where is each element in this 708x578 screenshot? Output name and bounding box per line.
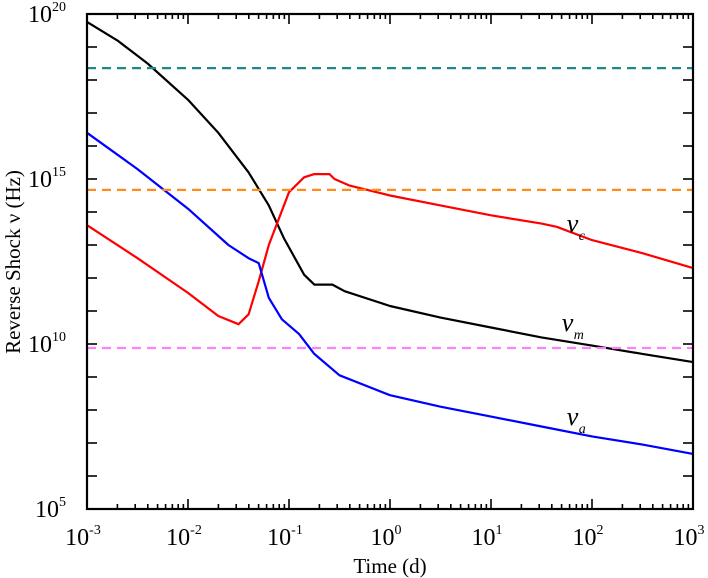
curve-label-sub-a: a xyxy=(579,422,586,437)
series-layer xyxy=(86,20,694,455)
curve-label-nu-a: ν xyxy=(567,402,579,431)
y-tick-label: 1010 xyxy=(28,330,66,358)
plot-frame xyxy=(85,12,695,511)
curve-labels: ν cν mν a xyxy=(562,209,586,437)
x-tick-label: 101 xyxy=(472,523,503,551)
x-tick-label: 102 xyxy=(573,523,604,551)
x-tick-label: 10-1 xyxy=(267,523,303,551)
y-axis-title: Reverse Shock ν (Hz) xyxy=(1,170,25,354)
curve-label-sub-c: c xyxy=(579,229,586,244)
x-axis-title: Time (d) xyxy=(353,554,426,578)
axis-ticks xyxy=(87,14,693,509)
series-line-0 xyxy=(86,20,694,364)
x-tick-label: 100 xyxy=(371,523,402,551)
plot-border xyxy=(85,12,695,511)
series-line-2 xyxy=(86,131,694,455)
y-tick-labels: 105 1010 1015 1020 xyxy=(28,0,66,523)
x-tick-label: 103 xyxy=(674,523,705,551)
x-tick-labels: 10-3 10-2 10-1 100 101 102 103 xyxy=(65,523,704,551)
y-tick-label: 1020 xyxy=(28,0,66,28)
curve-label-nu-c: ν xyxy=(567,209,579,238)
y-tick-label: 1015 xyxy=(28,165,66,193)
y-tick-label: 105 xyxy=(35,495,66,523)
curve-label-sub-m: m xyxy=(574,328,584,343)
x-tick-label: 10-3 xyxy=(65,523,101,551)
x-tick-label: 10-2 xyxy=(166,523,202,551)
series-line-1 xyxy=(86,173,694,326)
curve-label-nu-m: ν xyxy=(562,308,574,337)
